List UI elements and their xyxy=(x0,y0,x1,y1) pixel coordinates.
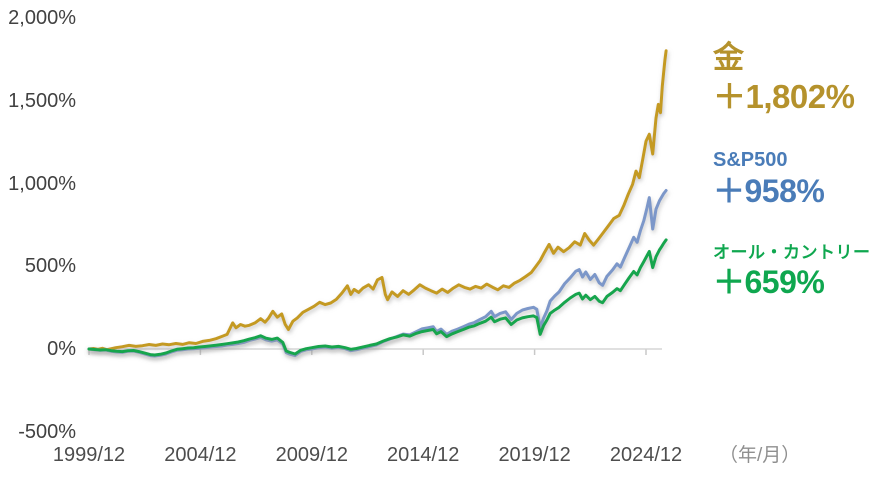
legend-gold: 金 ＋1,802% xyxy=(713,38,855,116)
x-tick-label: 1999/12 xyxy=(52,444,126,466)
series-line-1 xyxy=(87,189,668,358)
legend-all-country-name: オール・カントリー xyxy=(713,243,871,262)
x-tick-label: 2019/12 xyxy=(498,444,571,466)
series-line-0 xyxy=(87,49,668,352)
y-tick-label: -500% xyxy=(18,420,76,443)
x-tick-label: 2004/12 xyxy=(164,444,237,466)
y-tick-label: 0% xyxy=(47,338,76,360)
legend-sp500-name: S&P500 xyxy=(713,149,788,171)
x-axis-unit-label: （年/月） xyxy=(719,445,801,466)
x-tick-label: 2014/12 xyxy=(387,444,460,466)
y-tick-label: 500% xyxy=(24,255,76,278)
y-tick-label: 2,000% xyxy=(8,7,76,29)
legend-all-country: オール・カントリー ＋659% xyxy=(713,241,871,300)
series-lines xyxy=(87,49,668,358)
legend-gold-name: 金 xyxy=(713,40,744,75)
series-line-2 xyxy=(87,238,668,357)
legend-sp500: S&P500 ＋958% xyxy=(713,148,825,209)
y-tick-label: 1,000% xyxy=(8,172,76,195)
legend-all-country-value: ＋659% xyxy=(713,264,825,300)
legend-sp500-value: ＋958% xyxy=(713,173,825,209)
y-tick-label: 1,500% xyxy=(8,89,76,112)
x-tick-label: 2024/12 xyxy=(609,444,683,466)
x-tick-label: 2009/12 xyxy=(275,444,348,466)
legend-gold-value: ＋1,802% xyxy=(713,78,855,115)
